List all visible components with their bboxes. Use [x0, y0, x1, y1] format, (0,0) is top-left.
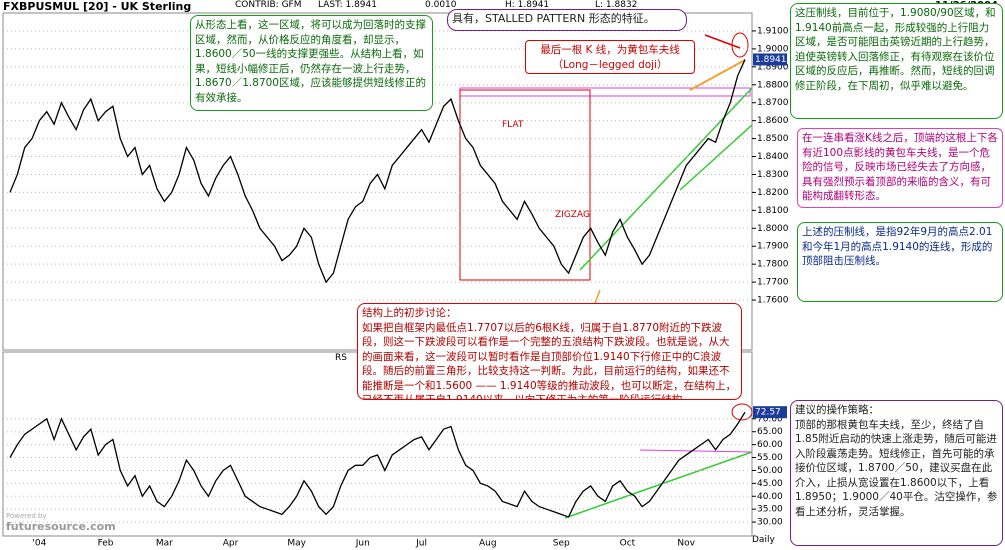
x-tick-label: Jul [415, 539, 427, 549]
annotation-line: 最后一根 K 线，为黄包车夫线 [540, 44, 680, 56]
highlight [731, 403, 753, 421]
y-tick-label: 50.00 [757, 466, 783, 476]
highlight [731, 32, 749, 58]
series-line [9, 59, 746, 284]
annotation: 从形态上看，这一区域，将可以成为回落时的支撑区域，然而，从价格反应的角度看，却显… [190, 15, 433, 111]
y-tick-label: 1.9100 [757, 26, 789, 36]
y-tick-label: 1.8800 [757, 80, 789, 90]
trend-line [639, 449, 753, 453]
brand: futuresource.com [6, 520, 116, 533]
y-tick-label: 1.8300 [757, 170, 789, 180]
last-value-label: 72.57 [755, 408, 781, 418]
x-tick-label: Nov [677, 539, 695, 549]
period-label: Daily [752, 535, 775, 545]
y-tick-label: 1.8600 [757, 116, 789, 126]
annotation: 建议的操作策略： 顶部的那根黄包车夫线，至少，终结了自1.85附近启动的快速上涨走… [790, 400, 1003, 546]
pattern-label: ZIGZAG [555, 210, 590, 220]
pointer [689, 59, 746, 91]
y-tick-label: 1.7600 [757, 296, 789, 306]
y-tick-label: 70.00 [757, 414, 783, 424]
x-tick-label: Oct [620, 539, 636, 549]
y-tick-label: 1.8200 [757, 188, 789, 198]
trend-line [679, 124, 753, 191]
header-high: H: 1.8941 [505, 0, 550, 10]
x-tick-label: Feb [98, 539, 114, 549]
annotation: 在一连串看涨K线之后，顶端的这根上下各有近100点影线的黄包车夫线，是一个危险的… [797, 128, 1003, 208]
trend-line [564, 451, 753, 519]
annotation: 上述的压制线，是指92年9月的高点2.01和今年1月的高点1.9140的连线，形… [797, 222, 1003, 302]
header-last: LAST: 1.8941 [318, 0, 377, 10]
y-tick-label: 1.7700 [757, 278, 789, 288]
annotation-title: 建议的操作策略： [795, 404, 879, 416]
annotation: 这压制线，目前位于，1.9080/90区域，和1.9140前高点一起，形成较强的… [790, 3, 1003, 119]
y-tick-label: 1.7800 [757, 260, 789, 270]
y-tick-label: 1.9000 [757, 44, 789, 54]
range-box [459, 87, 751, 97]
trend-line [579, 87, 753, 271]
flat-box [459, 89, 591, 281]
last-value-label: 1.8941 [755, 55, 787, 65]
annotation: 具有，STALLED PATTERN 形态的特征。 [447, 9, 687, 31]
y-tick-label: 1.8100 [757, 206, 789, 216]
y-tick-label: 55.00 [757, 453, 783, 463]
panel-label: RS [335, 353, 347, 363]
y-tick-label: 35.00 [757, 505, 783, 515]
series-line [9, 411, 746, 518]
last-value-box [753, 53, 787, 66]
annotation-line: （Long－legged doji） [552, 58, 668, 71]
x-tick-label: Mar [156, 539, 173, 549]
x-tick-label: Sep [553, 539, 570, 549]
annotation-title: 结构上的初步讨论： [362, 307, 457, 319]
y-tick-label: 1.8900 [757, 62, 789, 72]
y-tick-label: 60.00 [757, 440, 783, 450]
last-value-box [753, 406, 787, 419]
y-tick-label: 1.8400 [757, 152, 789, 162]
y-tick-label: 45.00 [757, 479, 783, 489]
y-tick-label: 40.00 [757, 492, 783, 502]
x-tick-label: Apr [223, 539, 239, 549]
y-tick-label: 1.8700 [757, 98, 789, 108]
y-tick-label: 1.8500 [757, 134, 789, 144]
annotation: 最后一根 K 线，为黄包车夫线 （Long－legged doji） [525, 40, 695, 74]
x-tick-label: '04 [32, 539, 46, 549]
header-change: 0.0010 [425, 0, 457, 10]
header-contrib: CONTRIB: GFM [235, 0, 302, 10]
x-tick-label: May [287, 539, 306, 549]
annotation: 结构上的初步讨论： 如果把自框架内最低点1.7707以后的6根K线，归属于自1.8… [357, 303, 742, 400]
pattern-label: FLAT [502, 120, 524, 130]
y-tick-label: 1.8000 [757, 224, 789, 234]
y-tick-label: 30.00 [757, 518, 783, 528]
header-low: L: 1.8832 [595, 0, 638, 10]
y-tick-label: 1.7900 [757, 242, 789, 252]
powered: Powered by [6, 512, 47, 520]
pointer [704, 34, 741, 49]
y-tick-label: 65.00 [757, 427, 783, 437]
header-title: FXBPUSMUL [20] - UK Sterling [3, 0, 192, 13]
annotation-body: 如果把自框架内最低点1.7707以后的6根K线，归属于自1.8770附近的下跌波… [362, 321, 737, 400]
annotation-body: 顶部的那根黄包车夫线，至少，终结了自1.85附近启动的快速上涨走势，随后可能进入… [795, 418, 998, 518]
x-tick-label: Jun [355, 539, 370, 549]
x-tick-label: Aug [479, 539, 497, 549]
